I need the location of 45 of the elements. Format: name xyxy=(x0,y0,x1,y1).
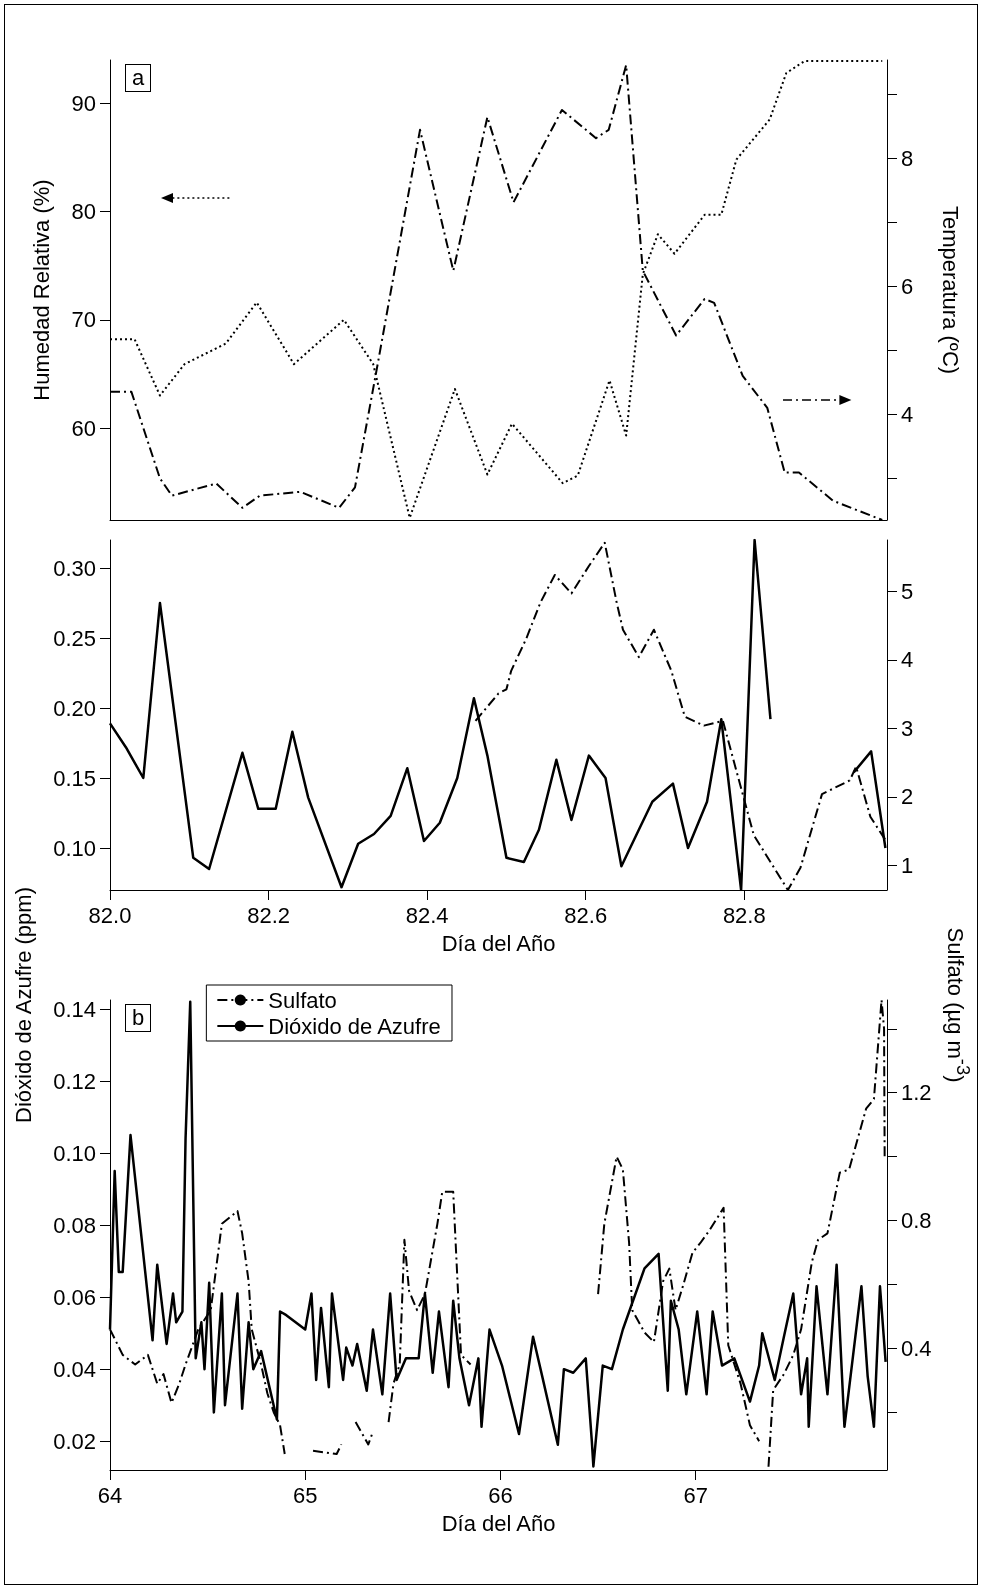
y-axis-title: Dióxido de Azufre (ppm) xyxy=(11,887,37,1123)
y-tick-label: 0.04 xyxy=(53,1356,96,1382)
x-tick-label: 67 xyxy=(683,1482,708,1508)
y2-tick-label: 4 xyxy=(901,647,914,673)
y-tick-label: 0.06 xyxy=(53,1284,96,1310)
y2-tick-label: 5 xyxy=(901,578,914,604)
y2-tick-label: 4 xyxy=(901,401,914,427)
y-tick-label: 0.30 xyxy=(53,555,96,581)
x-tick-label: 82.6 xyxy=(564,902,608,928)
y-tick-label: 0.02 xyxy=(53,1428,96,1454)
annotation: b xyxy=(125,1004,152,1032)
x-tick-label: 82.4 xyxy=(405,902,449,928)
y-tick-label: 0.08 xyxy=(53,1212,96,1238)
x-axis-title: Día del Año xyxy=(441,1510,556,1536)
x-tick-label: 82.0 xyxy=(88,902,132,928)
y-tick-label: 0.25 xyxy=(53,625,96,651)
x-tick-label: 65 xyxy=(292,1482,318,1508)
x-tick-label: 82.2 xyxy=(247,902,290,928)
y-tick-label: 80 xyxy=(71,199,96,225)
y-tick-label: 0.10 xyxy=(53,1140,96,1166)
y2-tick-label: 1.2 xyxy=(901,1080,932,1106)
y-tick-label: 0.20 xyxy=(53,695,96,721)
y-tick-label: 90 xyxy=(71,90,96,116)
x-tick-label: 66 xyxy=(488,1482,513,1508)
y2-axis-title: Temperatura (ºC) xyxy=(937,205,963,375)
legend-label: Dióxido de Azufre xyxy=(268,1013,441,1039)
x-tick-label: 64 xyxy=(97,1482,123,1508)
y2-tick-label: 0.4 xyxy=(901,1336,932,1361)
x-axis-title: Día del Año xyxy=(441,930,556,956)
y2-tick-label: 8 xyxy=(901,145,914,171)
y-tick-label: 60 xyxy=(71,415,96,441)
x-tick-label: 82.8 xyxy=(722,902,766,928)
y2-tick-label: 2 xyxy=(901,784,914,810)
y-tick-label: 0.12 xyxy=(53,1068,96,1094)
y2-tick-label: 0.8 xyxy=(901,1208,932,1234)
y-tick-label: 0.14 xyxy=(53,996,96,1022)
y2-tick-label: 6 xyxy=(901,273,914,299)
annotation: a xyxy=(125,64,152,92)
y2-tick-label: 3 xyxy=(901,715,914,741)
y-axis-title: Humedad Relativa (%) xyxy=(28,179,54,401)
legend-label: Sulfato xyxy=(268,987,337,1013)
y-tick-label: 0.15 xyxy=(53,765,96,791)
y2-tick-label: 1 xyxy=(901,852,914,878)
y-tick-label: 70 xyxy=(71,307,96,333)
y-tick-label: 0.10 xyxy=(53,835,96,861)
